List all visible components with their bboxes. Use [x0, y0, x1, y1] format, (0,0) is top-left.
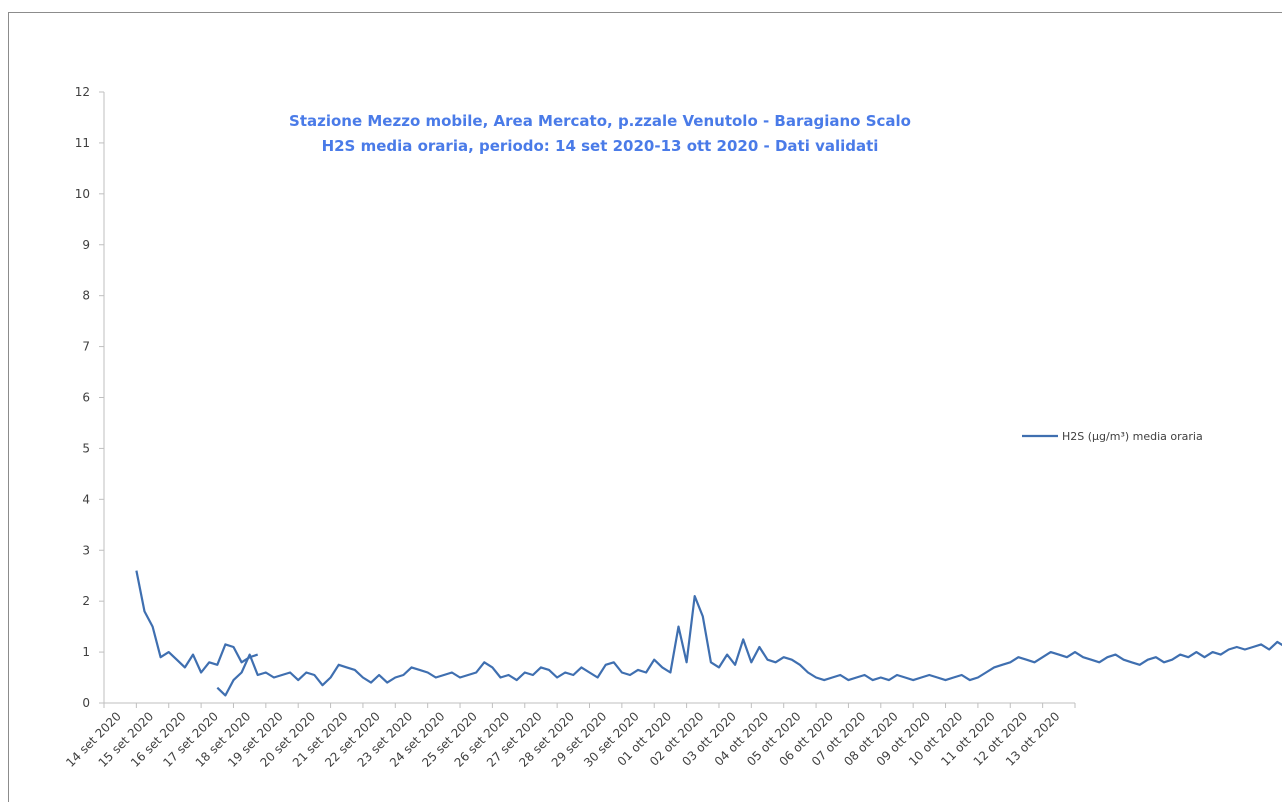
- legend: H2S (µg/m³) media oraria: [1022, 430, 1203, 443]
- chart-title-line-1: Stazione Mezzo mobile, Area Mercato, p.z…: [289, 112, 911, 130]
- y-tick-label: 7: [82, 340, 90, 354]
- y-tick-label: 9: [82, 238, 90, 252]
- series-line-h2s-segment-2: [216, 594, 1282, 697]
- series-line-h2s-segment-1: [135, 570, 259, 674]
- y-tick-label: 1: [82, 645, 90, 659]
- y-tick-label: 6: [82, 391, 90, 405]
- chart-title-line-2: H2S media oraria, periodo: 14 set 2020-1…: [322, 137, 879, 155]
- series-group: [135, 570, 1282, 697]
- legend-entry-h2s: H2S (µg/m³) media oraria: [1062, 430, 1203, 443]
- y-tick-label: 12: [75, 85, 90, 99]
- y-tick-label: 4: [82, 492, 90, 506]
- y-tick-label: 3: [82, 543, 90, 557]
- y-tick-label: 10: [75, 187, 90, 201]
- y-tick-label: 0: [82, 696, 90, 710]
- y-tick-label: 8: [82, 289, 90, 303]
- y-tick-label: 11: [75, 136, 90, 150]
- y-tick-label: 2: [82, 594, 90, 608]
- chart-frame: [8, 12, 1282, 802]
- y-tick-label: 5: [82, 441, 90, 455]
- axes: [103, 92, 1075, 704]
